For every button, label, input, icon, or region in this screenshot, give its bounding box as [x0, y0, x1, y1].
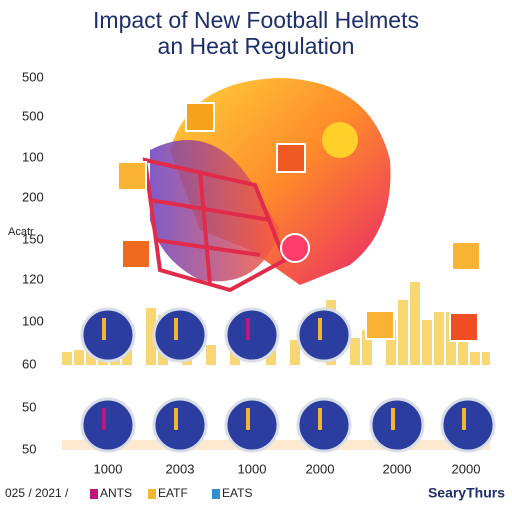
- y-tick-label: 50: [22, 399, 36, 414]
- legend-label: ANTS: [100, 486, 132, 500]
- y-tick-label: 100: [22, 313, 44, 328]
- legend-prefix: 025 / 2021 /: [5, 486, 69, 500]
- y-tick-label: 50: [22, 441, 36, 456]
- y-tick-label: 120: [22, 271, 44, 286]
- x-tick-label: 2000: [452, 461, 481, 476]
- main-helmet: [142, 78, 391, 293]
- title-line: an Heat Regulation: [158, 33, 355, 59]
- legend-label: EATS: [222, 486, 252, 500]
- x-tick-label: 1000: [238, 461, 267, 476]
- legend-swatch: [212, 489, 220, 499]
- y-tick-label: 500: [22, 108, 44, 123]
- y-tick-label: 500: [22, 69, 44, 84]
- helmet-stripes: [102, 318, 466, 430]
- title-line: Impact of New Football Helmets: [93, 7, 419, 33]
- x-tick-label: 2000: [383, 461, 412, 476]
- x-tick-label: 2003: [166, 461, 195, 476]
- helmet-icons: [80, 307, 496, 453]
- lower-bars: [62, 440, 490, 450]
- y-tick-label: 150: [22, 231, 44, 246]
- y-axis-label: Acatr: [8, 226, 34, 238]
- legend: ANTS EATF EATS: [90, 486, 252, 500]
- brand: SearyThurs: [428, 485, 505, 501]
- markers: [117, 102, 481, 342]
- legend-swatch: [148, 489, 156, 499]
- legend-swatch: [90, 489, 98, 499]
- x-tick-label: 1000: [94, 461, 123, 476]
- y-tick-label: 100: [22, 149, 44, 164]
- y-tick-label: 60: [22, 356, 36, 371]
- y-tick-label: 200: [22, 189, 44, 204]
- x-tick-label: 2000: [306, 461, 335, 476]
- legend-label: EATF: [158, 486, 188, 500]
